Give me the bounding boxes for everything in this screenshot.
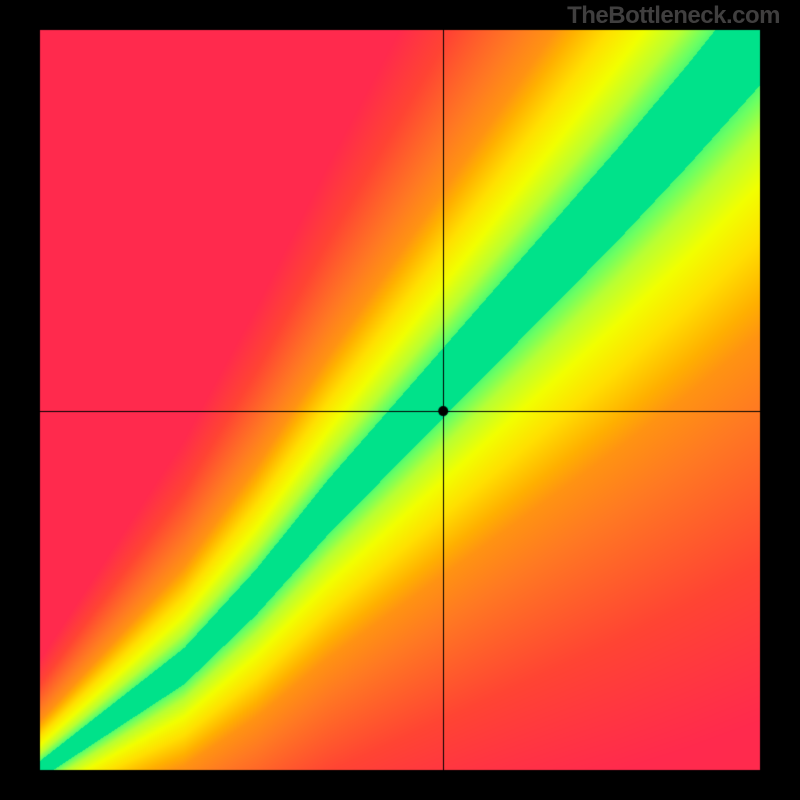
watermark-text: TheBottleneck.com: [567, 2, 780, 30]
bottleneck-heatmap: [0, 0, 800, 800]
chart-container: TheBottleneck.com: [0, 0, 800, 800]
